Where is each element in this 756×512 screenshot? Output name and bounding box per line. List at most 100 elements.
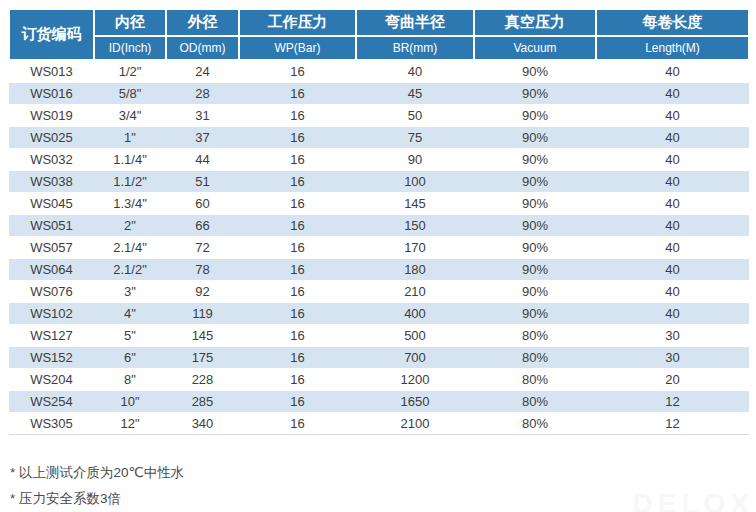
table-row: WS0251"37167590%40 [9, 127, 749, 149]
table-row: WS30512"34016210080%12 [9, 413, 749, 435]
value-cell: 10" [94, 391, 166, 413]
column-header-zh-1: 内径 [94, 9, 166, 36]
value-cell: 3" [94, 281, 166, 303]
value-cell: 40 [596, 259, 749, 281]
table-row: WS25410"28516165080%12 [9, 391, 749, 413]
value-cell: 16 [239, 303, 356, 325]
value-cell: 50 [356, 105, 474, 127]
value-cell: 40 [596, 149, 749, 171]
value-cell: 2100 [356, 413, 474, 435]
value-cell: 16 [239, 83, 356, 105]
value-cell: 40 [596, 83, 749, 105]
column-header-zh-5: 真空压力 [474, 9, 596, 36]
value-cell: 16 [239, 413, 356, 435]
order-code-cell: WS057 [9, 237, 94, 259]
order-code-cell: WS076 [9, 281, 94, 303]
value-cell: 16 [239, 237, 356, 259]
value-cell: 6" [94, 347, 166, 369]
value-cell: 3/4" [94, 105, 166, 127]
value-cell: 90% [474, 215, 596, 237]
value-cell: 285 [166, 391, 239, 413]
column-header-en-6: Length(M) [596, 36, 749, 60]
column-header-en-4: BR(mm) [356, 36, 474, 60]
table-row: WS0572.1/4"721617090%40 [9, 237, 749, 259]
value-cell: 80% [474, 391, 596, 413]
table-body: WS0131/2"24164090%40WS0165/8"28164590%40… [9, 60, 749, 435]
table-row: WS0193/4"31165090%40 [9, 105, 749, 127]
value-cell: 40 [596, 193, 749, 215]
value-cell: 40 [596, 281, 749, 303]
value-cell: 44 [166, 149, 239, 171]
column-header-zh-2: 外径 [166, 9, 239, 36]
value-cell: 16 [239, 347, 356, 369]
value-cell: 119 [166, 303, 239, 325]
brand-watermark: DELOX [633, 488, 754, 512]
value-cell: 12 [596, 391, 749, 413]
order-code-cell: WS127 [9, 325, 94, 347]
value-cell: 16 [239, 259, 356, 281]
value-cell: 80% [474, 369, 596, 391]
value-cell: 340 [166, 413, 239, 435]
value-cell: 228 [166, 369, 239, 391]
column-header-en-5: Vacuum [474, 36, 596, 60]
value-cell: 1.1/2" [94, 171, 166, 193]
value-cell: 4" [94, 303, 166, 325]
value-cell: 30 [596, 347, 749, 369]
column-header-order-code: 订货编码 [9, 9, 94, 60]
column-header-zh-6: 每卷长度 [596, 9, 749, 36]
value-cell: 90% [474, 105, 596, 127]
value-cell: 40 [596, 303, 749, 325]
order-code-cell: WS032 [9, 149, 94, 171]
value-cell: 16 [239, 215, 356, 237]
value-cell: 2.1/2" [94, 259, 166, 281]
value-cell: 90% [474, 127, 596, 149]
column-header-en-3: WP(Bar) [239, 36, 356, 60]
hose-spec-table: 订货编码 内径外径工作压力弯曲半径真空压力每卷长度 ID(Inch)OD(mm)… [8, 8, 750, 435]
value-cell: 12" [94, 413, 166, 435]
value-cell: 5" [94, 325, 166, 347]
value-cell: 40 [356, 60, 474, 83]
order-code-cell: WS051 [9, 215, 94, 237]
table-row: WS0512"661615090%40 [9, 215, 749, 237]
value-cell: 30 [596, 325, 749, 347]
value-cell: 16 [239, 60, 356, 83]
value-cell: 180 [356, 259, 474, 281]
value-cell: 80% [474, 413, 596, 435]
value-cell: 90% [474, 60, 596, 83]
table-row: WS0131/2"24164090%40 [9, 60, 749, 83]
table-row: WS0321.1/4"44169090%40 [9, 149, 749, 171]
column-header-en-2: OD(mm) [166, 36, 239, 60]
value-cell: 100 [356, 171, 474, 193]
value-cell: 16 [239, 149, 356, 171]
value-cell: 40 [596, 215, 749, 237]
value-cell: 1200 [356, 369, 474, 391]
value-cell: 90% [474, 193, 596, 215]
footnote-safety-factor: * 压力安全系数3倍 [10, 486, 184, 512]
value-cell: 16 [239, 171, 356, 193]
table-row: WS1275"1451650080%30 [9, 325, 749, 347]
header-row-zh: 订货编码 内径外径工作压力弯曲半径真空压力每卷长度 [9, 9, 749, 36]
value-cell: 31 [166, 105, 239, 127]
table-row: WS0451.3/4"601614590%40 [9, 193, 749, 215]
order-code-cell: WS152 [9, 347, 94, 369]
value-cell: 170 [356, 237, 474, 259]
value-cell: 24 [166, 60, 239, 83]
order-code-cell: WS102 [9, 303, 94, 325]
value-cell: 2.1/4" [94, 237, 166, 259]
value-cell: 210 [356, 281, 474, 303]
value-cell: 72 [166, 237, 239, 259]
value-cell: 1.1/4" [94, 149, 166, 171]
value-cell: 175 [166, 347, 239, 369]
value-cell: 16 [239, 127, 356, 149]
value-cell: 90% [474, 149, 596, 171]
order-code-cell: WS045 [9, 193, 94, 215]
value-cell: 16 [239, 369, 356, 391]
value-cell: 145 [356, 193, 474, 215]
table-row: WS1526"1751670080%30 [9, 347, 749, 369]
value-cell: 37 [166, 127, 239, 149]
value-cell: 66 [166, 215, 239, 237]
value-cell: 90% [474, 259, 596, 281]
footnotes: * 以上测试介质为20℃中性水 * 压力安全系数3倍 [10, 460, 184, 512]
value-cell: 90% [474, 83, 596, 105]
value-cell: 16 [239, 281, 356, 303]
